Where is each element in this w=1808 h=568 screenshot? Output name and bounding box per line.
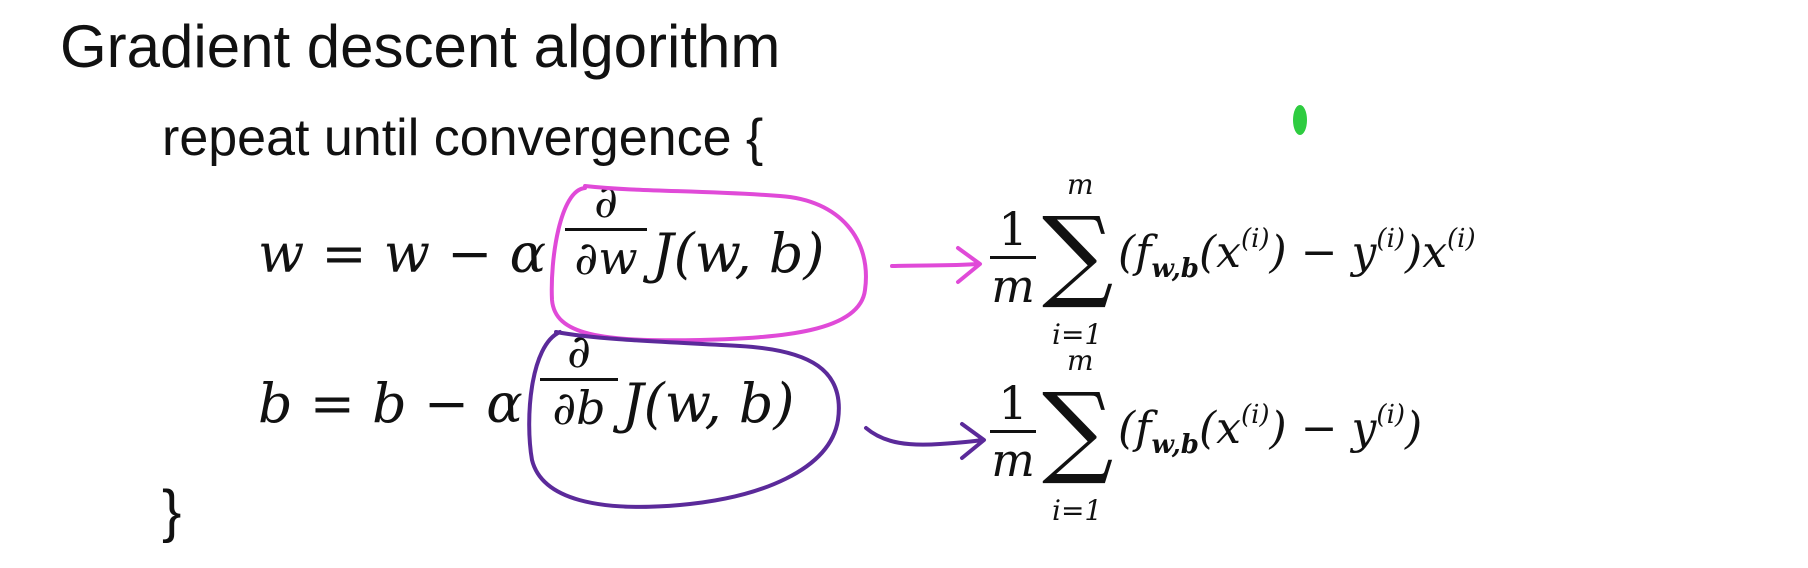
b-derivative-expression: (fw,b(x(i)) − y(i))	[1118, 400, 1422, 460]
b-derivative-one-over-m: 1 m	[990, 378, 1036, 485]
b-partial-num: ∂	[567, 324, 591, 378]
b-update-lhs: b = b − α	[258, 372, 523, 435]
closing-brace: }	[162, 479, 182, 544]
w-m: m	[991, 259, 1035, 313]
b-highlight-loop	[527, 330, 841, 509]
w-summation-sigma: ∑	[1042, 195, 1114, 312]
w-expr-a: (x	[1198, 227, 1241, 278]
w-sup-y: (i)	[1376, 224, 1406, 254]
w-f-subscript: w,b	[1151, 254, 1199, 284]
w-derivative-expression: (fw,b(x(i)) − y(i))x(i)	[1118, 224, 1476, 284]
w-sum-lower-limit: i=1	[1052, 318, 1103, 351]
w-one-over-m-bar	[990, 256, 1036, 259]
w-fraction-bar	[565, 228, 647, 231]
b-expr-b: ) − y	[1269, 403, 1377, 454]
w-expr-c: )x	[1405, 227, 1448, 278]
b-sum-lower-limit: i=1	[1052, 494, 1103, 527]
slide-title: Gradient descent algorithm	[60, 13, 781, 80]
b-arrow	[864, 422, 986, 460]
w-f: (f	[1118, 227, 1152, 278]
w-one: 1	[998, 202, 1028, 256]
w-cost-function: J(w, b)	[652, 222, 825, 285]
w-derivative-one-over-m: 1 m	[990, 204, 1036, 311]
b-expr-c: )	[1405, 403, 1423, 454]
b-f-subscript: w,b	[1151, 430, 1199, 460]
b-sum-upper-limit: m	[1067, 344, 1094, 377]
w-arrow	[890, 246, 982, 284]
w-sup-x2: (i)	[1447, 224, 1476, 254]
b-summation-sigma: ∑	[1042, 371, 1114, 488]
b-m: m	[991, 433, 1035, 487]
repeat-label: repeat until convergence {	[162, 109, 764, 167]
b-cost-function: J(w, b)	[622, 372, 795, 435]
w-update-lhs: w = w − α	[258, 222, 547, 285]
b-partial-den: ∂b	[552, 381, 606, 435]
b-fraction-bar	[540, 378, 618, 381]
pointer-dot	[1293, 105, 1307, 135]
b-one: 1	[998, 376, 1028, 430]
w-sup-x: (i)	[1240, 224, 1270, 254]
b-one-over-m-bar	[990, 430, 1036, 433]
w-highlight-loop	[549, 184, 868, 343]
b-partial-derivative: ∂ ∂b	[540, 326, 618, 433]
b-expr-a: (x	[1198, 403, 1241, 454]
b-f: (f	[1118, 403, 1152, 454]
b-sup-x: (i)	[1240, 400, 1270, 430]
w-sum-upper-limit: m	[1067, 168, 1094, 201]
b-sup-y: (i)	[1376, 400, 1406, 430]
w-partial-den: ∂w	[574, 231, 638, 285]
w-expr-b: ) − y	[1269, 227, 1377, 278]
